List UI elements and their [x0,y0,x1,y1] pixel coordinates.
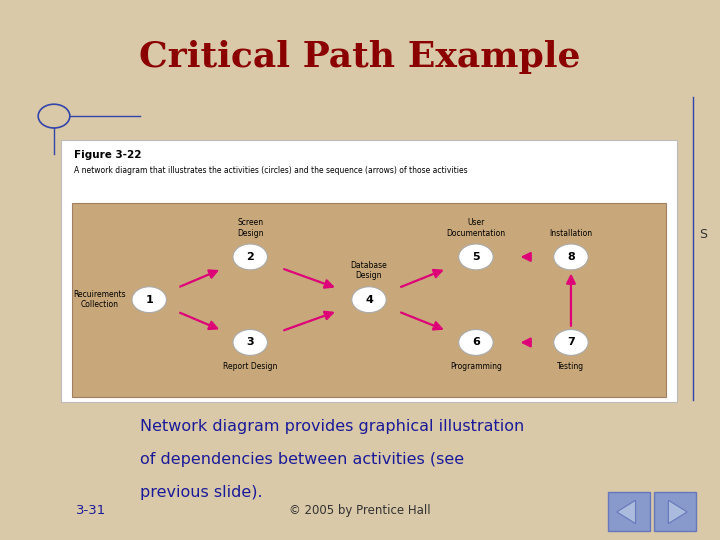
Text: 3-31: 3-31 [76,504,106,517]
Text: Testing: Testing [557,362,585,371]
Polygon shape [668,500,687,524]
Circle shape [233,244,267,270]
Circle shape [132,287,166,313]
Circle shape [459,244,493,270]
Text: Report Design: Report Design [223,362,277,371]
Polygon shape [617,500,636,524]
Text: 5: 5 [472,252,480,262]
FancyBboxPatch shape [61,140,677,402]
Text: Installation: Installation [549,228,593,238]
Text: 2: 2 [246,252,254,262]
Circle shape [352,287,386,313]
Text: © 2005 by Prentice Hall: © 2005 by Prentice Hall [289,504,431,517]
Text: 7: 7 [567,338,575,347]
Text: 6: 6 [472,338,480,347]
Text: S: S [699,228,707,241]
Text: previous slide).: previous slide). [140,485,263,501]
Text: Figure 3-22: Figure 3-22 [74,150,142,160]
Text: 3: 3 [246,338,254,347]
Text: A network diagram that illustrates the activities (circles) and the sequence (ar: A network diagram that illustrates the a… [74,166,468,176]
Text: 8: 8 [567,252,575,262]
Text: Screen
Design: Screen Design [237,218,264,238]
Text: 4: 4 [365,295,373,305]
Circle shape [233,329,267,355]
Text: Programming: Programming [450,362,502,371]
FancyBboxPatch shape [608,492,650,531]
Text: Network diagram provides graphical illustration: Network diagram provides graphical illus… [140,418,525,434]
FancyBboxPatch shape [654,492,696,531]
FancyBboxPatch shape [72,202,666,397]
Text: User
Documentation: User Documentation [446,218,505,238]
Text: Critical Path Example: Critical Path Example [139,40,581,73]
Circle shape [459,329,493,355]
Text: of dependencies between activities (see: of dependencies between activities (see [140,452,464,467]
Circle shape [554,244,588,270]
Text: Recuirements
Collection: Recuirements Collection [73,290,126,309]
Circle shape [554,329,588,355]
Text: Database
Design: Database Design [351,261,387,280]
Text: 1: 1 [145,295,153,305]
